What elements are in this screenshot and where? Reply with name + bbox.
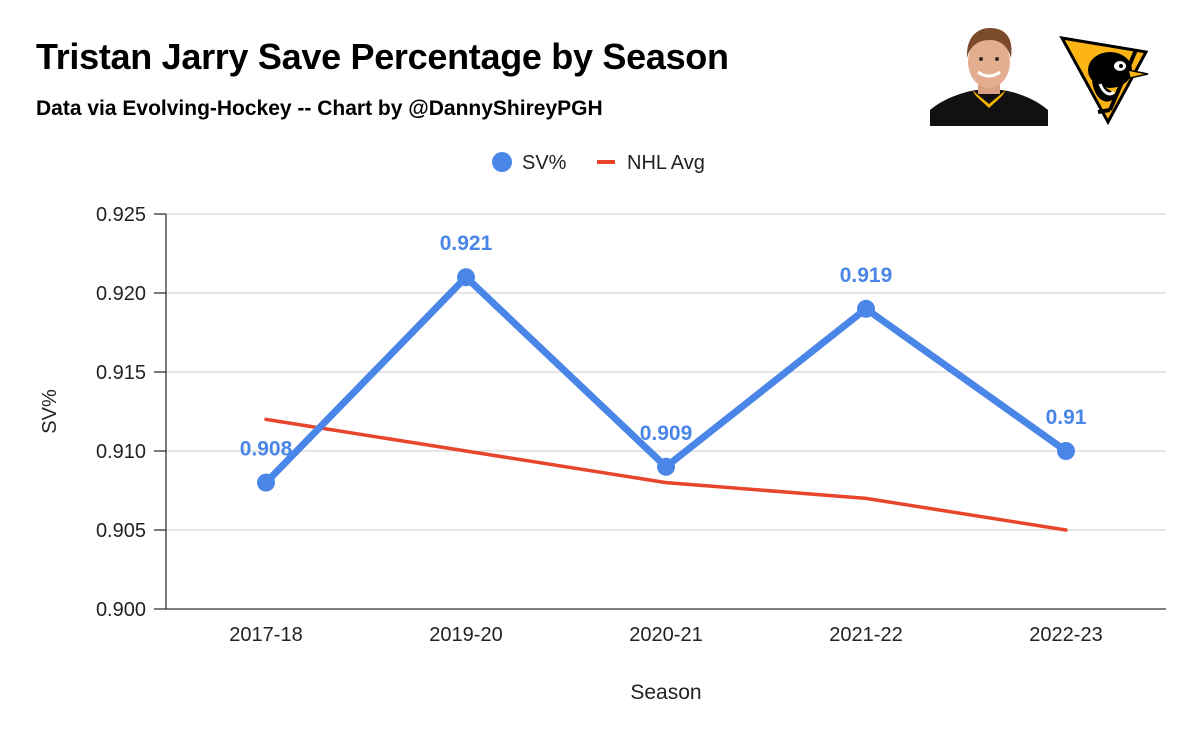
y-tick-label: 0.900 <box>96 599 146 621</box>
legend-label: NHL Avg <box>627 152 705 174</box>
series-layer: 0.908 0.921 0.909 0.919 0.91 <box>240 232 1087 532</box>
y-tick-label: 0.910 <box>96 441 146 463</box>
y-tick-label: 0.920 <box>96 283 146 305</box>
x-tick-label: 2021-22 <box>829 624 902 646</box>
data-point <box>657 457 675 476</box>
data-point <box>857 299 875 318</box>
gridlines <box>166 213 1166 531</box>
legend-marker <box>597 160 615 164</box>
player-photo <box>930 22 1048 126</box>
team-logo <box>1059 36 1149 126</box>
legend-marker <box>492 152 512 172</box>
data-point <box>1057 442 1075 460</box>
y-tick-label: 0.925 <box>96 204 146 226</box>
axes <box>154 213 1166 610</box>
x-tick-label: 2017-18 <box>229 624 302 646</box>
chart-title: Tristan Jarry Save Percentage by Season <box>36 36 729 77</box>
x-tick-label: 2022-23 <box>1029 624 1102 646</box>
legend-label: SV% <box>522 152 567 174</box>
legend: SV% NHL Avg <box>492 152 705 174</box>
axis-labels: 0.900 0.905 0.910 0.915 0.920 0.925 2017-18 201… <box>39 204 1103 704</box>
data-label: 0.919 <box>840 264 893 287</box>
data-label: 0.921 <box>440 232 493 255</box>
data-point <box>257 473 275 492</box>
x-tick-label: 2020-21 <box>629 624 702 646</box>
data-label: 0.91 <box>1046 406 1087 429</box>
x-axis-title: Season <box>630 681 701 704</box>
x-tick-label: 2019-20 <box>429 624 502 646</box>
data-point <box>457 268 475 287</box>
y-tick-label: 0.915 <box>96 362 146 384</box>
data-label: 0.908 <box>240 438 293 461</box>
series-line-nhl-avg <box>264 417 1068 532</box>
chart-subtitle: Data via Evolving-Hockey -- Chart by @Da… <box>36 97 603 120</box>
y-tick-label: 0.905 <box>96 520 146 542</box>
data-label: 0.909 <box>640 422 693 445</box>
series-line-sv- <box>262 273 1070 487</box>
y-axis-title: SV% <box>39 389 61 434</box>
